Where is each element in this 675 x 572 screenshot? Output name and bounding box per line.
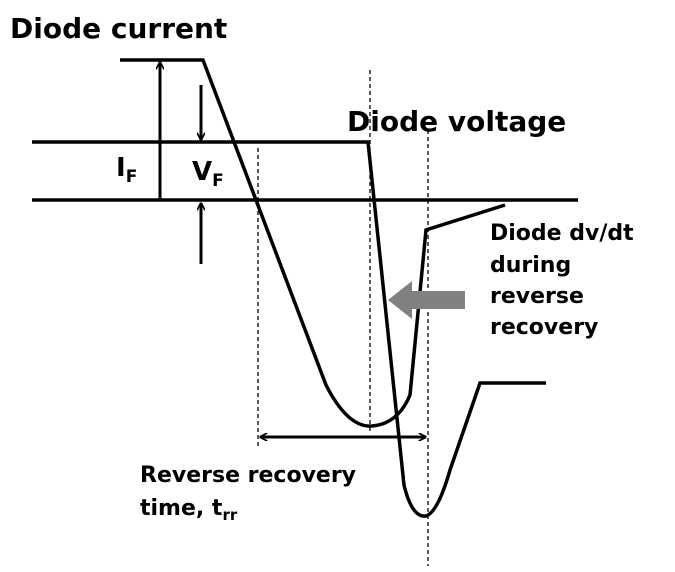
trr-label: time, trr (140, 496, 238, 524)
dvdt-note: recovery (490, 315, 598, 340)
trr-label: Reverse recovery (140, 463, 356, 488)
voltage-waveform (32, 140, 546, 518)
if-main: I (116, 153, 126, 183)
dvdt-note: during (490, 253, 571, 278)
vf-label: VF (192, 157, 224, 191)
current-waveform (120, 58, 506, 428)
current-label: Diode current (10, 12, 227, 45)
vf-main: V (192, 157, 212, 187)
voltage-label: Diode voltage (347, 105, 566, 138)
trr-main: time, t (140, 496, 223, 521)
if-label: IF (116, 153, 137, 187)
dvdt-note: reverse (490, 284, 584, 309)
trr-sub: rr (222, 506, 237, 524)
dvdt-note: Diode dv/dt (490, 221, 634, 246)
vf-sub: F (212, 171, 224, 191)
if-sub: F (126, 167, 138, 187)
pointer-arrow (388, 281, 465, 319)
